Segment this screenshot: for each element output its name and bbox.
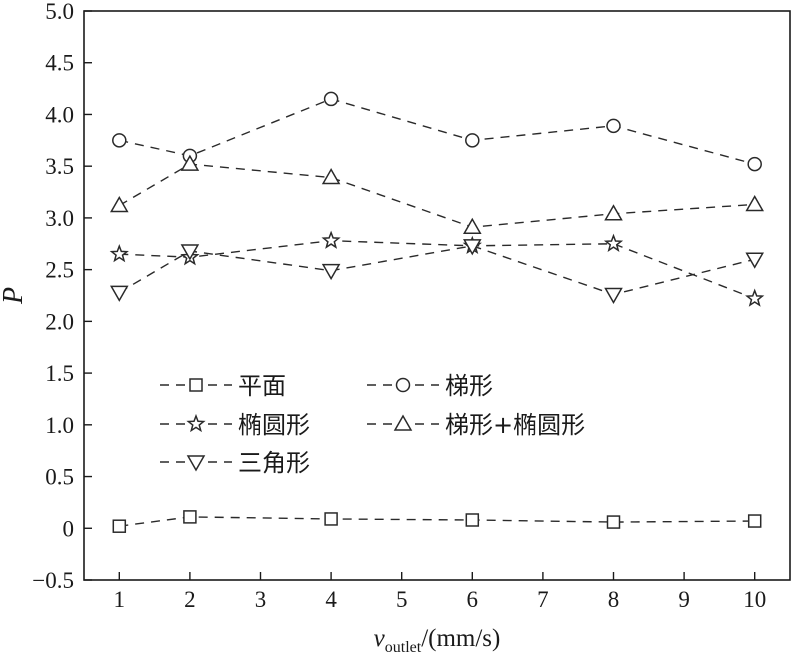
- x-tick-label: 1: [114, 587, 126, 612]
- data-point-square: [324, 512, 338, 526]
- data-point-star: [109, 244, 129, 263]
- data-point-triangle-down: [110, 285, 129, 302]
- data-point-triangle-up: [110, 195, 129, 213]
- x-tick-label: 6: [467, 587, 479, 612]
- data-point-triangle-down: [604, 287, 623, 304]
- y-tick-label: −0.5: [32, 568, 74, 593]
- data-point-triangle-up: [463, 217, 482, 234]
- x-tick-label: 2: [184, 587, 196, 612]
- x-tick-label: 7: [537, 587, 549, 612]
- legend-marker-star: [186, 413, 206, 433]
- data-point-circle: [465, 133, 480, 148]
- series-line-star: [119, 239, 755, 300]
- data-point-square: [183, 510, 197, 524]
- data-series: [109, 91, 765, 533]
- data-point-triangle-down: [321, 263, 341, 281]
- series-line-triangle-down: [118, 245, 755, 296]
- y-axis-ticks: −0.5 0 0.5 1.0 1.5 2.0 2.5 3.0 3.5 4.0 4.5 5.0: [32, 0, 92, 593]
- x-tick-label: 5: [396, 587, 408, 612]
- y-tick-label: 5.0: [45, 0, 74, 24]
- legend-entry-triangle-up: 梯形+椭圆形: [367, 411, 585, 439]
- series-star: [109, 230, 765, 307]
- data-point-triangle-up: [321, 168, 341, 185]
- legend-marker-triangle-down: [186, 455, 206, 472]
- x-tick-label: 4: [325, 587, 337, 612]
- x-tick-label: 9: [678, 587, 690, 612]
- y-tick-label: 3.0: [45, 206, 74, 231]
- data-point-star: [321, 230, 341, 249]
- y-tick-label: 0: [63, 516, 75, 541]
- data-point-circle: [606, 118, 621, 134]
- y-tick-label: 3.5: [45, 154, 74, 179]
- legend-marker-circle: [395, 377, 411, 393]
- y-tick-label: 1.5: [45, 361, 74, 386]
- legend-entry-star: 椭圆形: [160, 411, 310, 439]
- legend-marker-triangle-up: [393, 414, 413, 431]
- x-axis-label-unit: /(mm/s): [421, 625, 500, 652]
- series-triangle-down: [110, 239, 764, 304]
- data-point-circle: [747, 156, 762, 172]
- data-point-square: [747, 514, 762, 528]
- data-point-square: [606, 515, 621, 529]
- legend-marker-square: [189, 378, 203, 392]
- legend-label: 三角形: [238, 449, 310, 477]
- legend-label: 平面: [238, 372, 286, 400]
- series-square: [112, 510, 762, 533]
- x-tick-label: 8: [608, 587, 620, 612]
- x-axis-label-variable: v: [374, 625, 386, 652]
- data-point-triangle-down: [180, 244, 200, 261]
- x-tick-label: 3: [255, 587, 267, 612]
- data-point-circle: [112, 133, 127, 148]
- legend-label: 椭圆形: [238, 411, 310, 439]
- y-tick-label: 2.0: [45, 309, 74, 334]
- data-point-triangle-up: [180, 154, 200, 171]
- y-axis-label: P: [0, 287, 29, 305]
- y-tick-label: 4.0: [45, 102, 74, 127]
- series-line-circle: [119, 98, 755, 165]
- y-tick-label: 1.0: [45, 413, 74, 438]
- data-point-square: [465, 513, 480, 527]
- plot-frame: [83, 10, 791, 581]
- legend-label: 梯形: [445, 372, 493, 400]
- y-tick-label: 0.5: [45, 465, 74, 490]
- x-tick-label: 10: [743, 587, 766, 612]
- x-axis-ticks: 1 2 3 4 5 6 7 8 9 10: [114, 572, 766, 612]
- legend-label: 梯形+椭圆形: [445, 411, 585, 439]
- series-line-square: [119, 516, 755, 527]
- data-point-star: [745, 288, 765, 307]
- series-circle: [112, 91, 762, 172]
- legend-entry-square: 平面: [160, 372, 286, 400]
- x-axis-label-subscript: outlet: [385, 639, 422, 656]
- series-line-triangle-up: [118, 163, 755, 228]
- data-point-star: [603, 233, 624, 252]
- data-point-triangle-up: [604, 204, 623, 221]
- legend-entry-triangle-down: 三角形: [160, 449, 310, 477]
- data-point-triangle-down: [745, 252, 764, 269]
- data-point-circle: [323, 91, 339, 107]
- data-point-triangle-up: [745, 194, 764, 212]
- legend-entry-circle: 梯形: [367, 372, 493, 400]
- y-tick-label: 4.5: [45, 51, 74, 76]
- series-triangle-up: [110, 154, 764, 234]
- data-point-triangle-down: [463, 239, 482, 256]
- y-tick-label: 2.5: [45, 258, 74, 283]
- x-axis-label: voutlet/(mm/s): [374, 625, 501, 656]
- data-point-square: [112, 519, 127, 533]
